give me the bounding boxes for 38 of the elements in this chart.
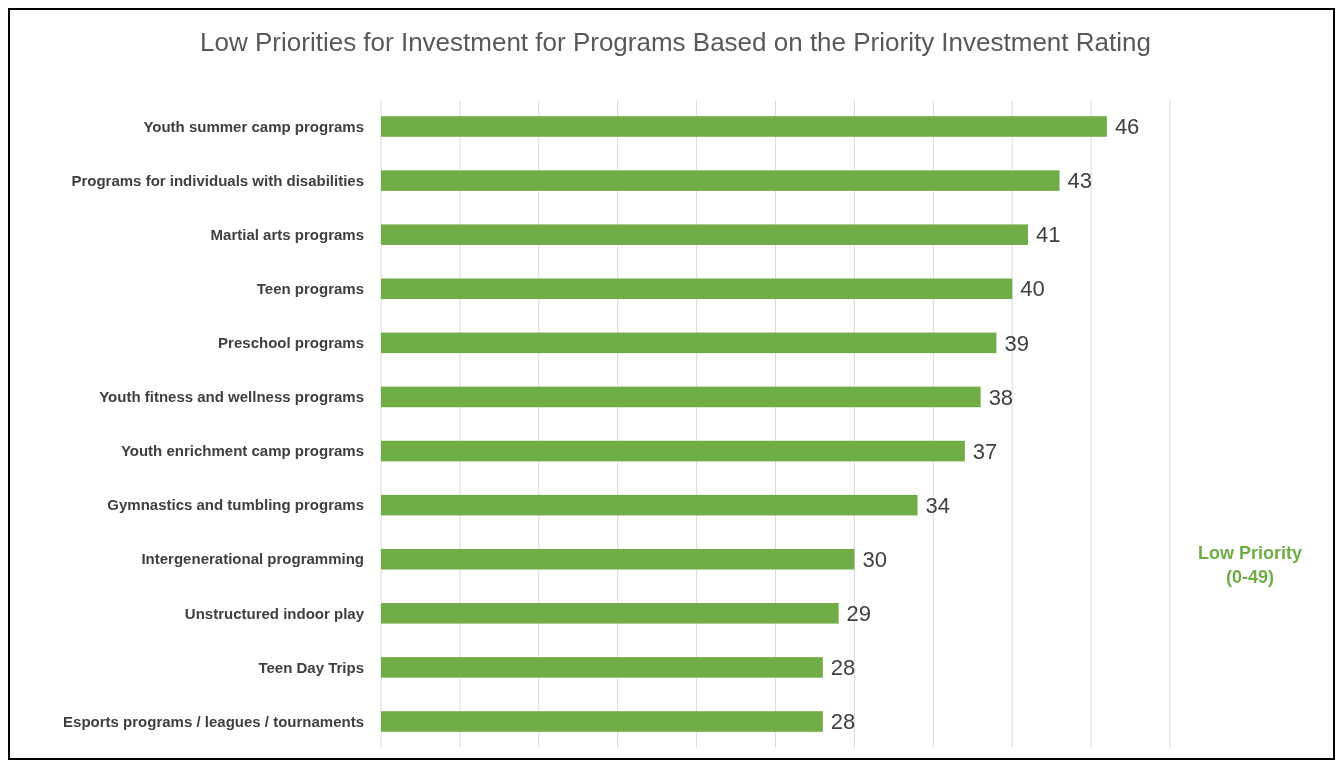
bar (381, 657, 823, 678)
bar (381, 386, 981, 408)
data-label: 29 (846, 601, 872, 627)
data-label: 38 (988, 384, 1014, 410)
bar (381, 224, 1028, 245)
y-tick-label: Youth fitness and wellness programs (99, 388, 364, 406)
data-label: 28 (830, 709, 856, 735)
bar (381, 494, 918, 516)
data-label: 39 (1004, 330, 1029, 356)
data-label: 41 (1035, 222, 1061, 248)
data-label: 40 (1020, 276, 1045, 302)
data-label: 30 (862, 546, 887, 572)
bar (381, 332, 997, 354)
y-tick-label: Intergenerational programming (141, 550, 364, 568)
bar (381, 711, 823, 732)
y-tick-label: Teen programs (256, 280, 364, 298)
data-label: 46 (1114, 114, 1140, 140)
data-label: 28 (830, 655, 856, 681)
y-tick-label: Esports programs / leagues / tournaments (63, 712, 364, 730)
bar (381, 548, 855, 570)
y-tick-label: Martial arts programs (210, 225, 364, 243)
y-tick-label: Preschool programs (218, 334, 364, 352)
text: Low Priority (0-49) (1197, 543, 1303, 587)
bar (381, 278, 1013, 300)
bar (381, 603, 839, 624)
data-label: 37 (972, 438, 998, 464)
y-tick-label: Teen Day Trips (258, 658, 364, 676)
data-label: 34 (925, 492, 950, 518)
y-tick-label: Youth summer camp programs (143, 117, 364, 135)
y-tick-label: Programs for individuals with disabilities (71, 171, 364, 189)
bar (381, 116, 1107, 137)
y-tick-label: Gymnastics and tumbling programs (107, 496, 364, 514)
data-label: 43 (1067, 168, 1093, 194)
chart-title: Low Priorities for Investment for Programs Based on the Priority Investment Rating (200, 27, 1151, 57)
y-tick-label: Unstructured indoor play (184, 604, 365, 622)
y-tick-label: Youth enrichment camp programs (120, 442, 364, 460)
bar (381, 440, 965, 462)
bar (381, 170, 1060, 191)
